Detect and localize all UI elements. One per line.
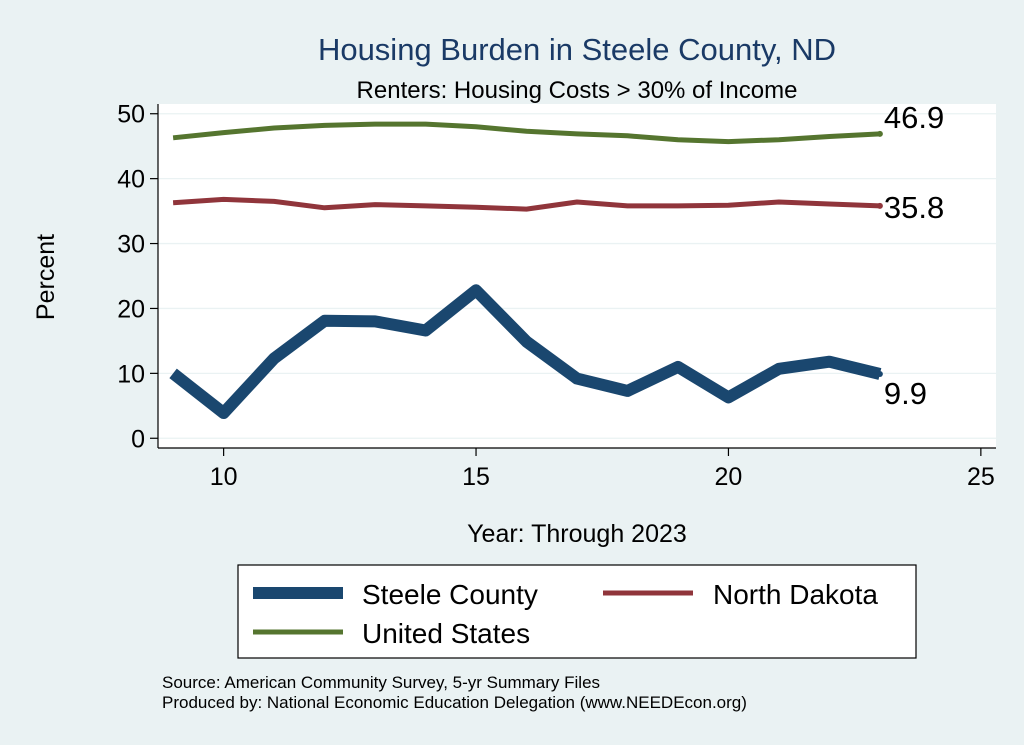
chart-subtitle: Renters: Housing Costs > 30% of Income xyxy=(357,77,798,104)
x-axis-label: Year: Through 2023 xyxy=(467,520,687,548)
series-lines xyxy=(169,121,883,419)
axes: 0 10 20 30 40 50 10 15 20 25 xyxy=(117,101,996,491)
legend-label-us: United States xyxy=(362,618,530,649)
series-line-steele-county xyxy=(169,284,882,419)
producer-note: Produced by: National Economic Education… xyxy=(162,693,747,712)
y-tick-label-50: 50 xyxy=(117,101,145,129)
end-point-2 xyxy=(876,130,883,137)
end-labels: 46.9 35.8 9.9 xyxy=(884,100,944,411)
end-label-steele-county: 9.9 xyxy=(884,376,927,411)
legend: Steele County North Dakota United States xyxy=(237,564,917,659)
end-label-united-states: 46.9 xyxy=(884,100,944,135)
source-note: Source: American Community Survey, 5-yr … xyxy=(162,673,600,692)
legend-label-nd: North Dakota xyxy=(713,579,878,610)
plot-area xyxy=(158,104,996,448)
legend-label-steele: Steele County xyxy=(362,579,538,610)
y-tick-label-0: 0 xyxy=(131,425,145,453)
series-line-united-states xyxy=(172,121,881,145)
gridlines xyxy=(158,113,996,439)
x-tick-label-25: 25 xyxy=(967,463,995,491)
series-line-north-dakota xyxy=(172,196,880,212)
y-tick-label-10: 10 xyxy=(117,360,145,388)
x-tick-label-15: 15 xyxy=(462,463,490,491)
end-label-north-dakota: 35.8 xyxy=(884,190,944,225)
y-tick-label-20: 20 xyxy=(117,295,145,323)
y-tick-label-30: 30 xyxy=(117,231,145,259)
end-point-1 xyxy=(876,202,883,209)
x-tick-label-10: 10 xyxy=(210,463,238,491)
chart-title: Housing Burden in Steele County, ND xyxy=(318,32,836,67)
end-point-0 xyxy=(876,371,883,378)
x-tick-label-20: 20 xyxy=(715,463,743,491)
legend-box xyxy=(237,564,917,659)
y-axis-label: Percent xyxy=(32,234,60,320)
y-tick-label-40: 40 xyxy=(117,166,145,194)
